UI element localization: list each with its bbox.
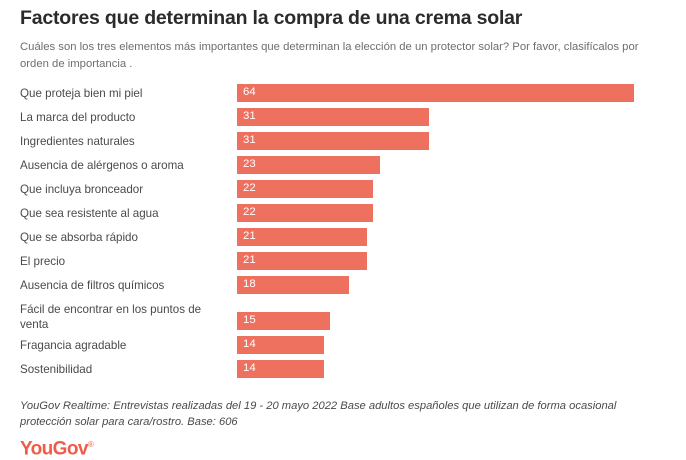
bar-value-label: 14	[243, 338, 256, 351]
source-footnote: YouGov Realtime: Entrevistas realizadas …	[20, 400, 617, 428]
table-row: Fragancia agradable 14	[20, 336, 666, 360]
table-row: Que se absorba rápido 21	[20, 228, 666, 252]
bar-category-label: Ingredientes naturales	[20, 135, 135, 148]
bar-track: 14	[237, 336, 666, 360]
bar-track: 14	[237, 360, 666, 384]
bar-value-label: 31	[243, 110, 256, 123]
table-row: Ausencia de alérgenos o aroma 23	[20, 156, 666, 180]
bar-track: 21	[237, 228, 666, 252]
bar-track: 15	[237, 300, 666, 336]
table-row: Que incluya bronceador 22	[20, 180, 666, 204]
bar: 14	[237, 336, 324, 354]
bar: 21	[237, 228, 368, 246]
bar-category-label: Fácil de encontrar en los puntos de vent…	[20, 303, 202, 331]
bar-category-label: Que incluya bronceador	[20, 183, 144, 196]
bar: 23	[237, 156, 380, 174]
table-row: Sostenibilidad 14	[20, 360, 666, 384]
bar-track: 21	[237, 252, 666, 276]
yougov-logo: YouGov®	[20, 434, 94, 460]
bar-value-label: 22	[243, 182, 256, 195]
bar: 15	[237, 312, 330, 330]
bar-category-label: Sostenibilidad	[20, 363, 93, 376]
bar-track: 18	[237, 276, 666, 300]
table-row: Fácil de encontrar en los puntos de vent…	[20, 300, 666, 336]
bar-value-label: 21	[243, 230, 256, 243]
bar: 21	[237, 252, 368, 270]
bar-track: 23	[237, 156, 666, 180]
bar: 64	[237, 84, 634, 102]
table-row: La marca del producto 31	[20, 108, 666, 132]
table-row: Ingredientes naturales 31	[20, 132, 666, 156]
table-row: Que sea resistente al agua 22	[20, 204, 666, 228]
bar-chart-plot: Que proteja bien mi piel 64 La marca del p…	[20, 84, 666, 386]
bar: 22	[237, 204, 374, 222]
bar-category-label: Ausencia de alérgenos o aroma	[20, 159, 184, 172]
table-row: Que proteja bien mi piel 64	[20, 84, 666, 108]
bar: 18	[237, 276, 349, 294]
bar-track: 22	[237, 204, 666, 228]
page-title: Factores que determinan la compra de una…	[20, 7, 523, 29]
bar-track: 64	[237, 84, 666, 108]
bar-category-label: Que proteja bien mi piel	[20, 87, 143, 100]
bar: 14	[237, 360, 324, 378]
bar-category-label: El precio	[20, 255, 66, 268]
table-row: Ausencia de filtros químicos 18	[20, 276, 666, 300]
bar-track: 31	[237, 108, 666, 132]
bar: 31	[237, 108, 430, 126]
bar-value-label: 23	[243, 158, 256, 171]
bar-category-label: La marca del producto	[20, 111, 136, 124]
bar-value-label: 21	[243, 254, 256, 267]
bar-value-label: 18	[243, 278, 256, 291]
bar: 22	[237, 180, 374, 198]
chart-subtitle: Cuáles son los tres elementos más import…	[20, 41, 639, 70]
yougov-logo-text: YouGov	[20, 438, 88, 460]
bar-value-label: 14	[243, 362, 256, 375]
bar-value-label: 22	[243, 206, 256, 219]
bar-category-label: Fragancia agradable	[20, 339, 127, 352]
table-row: El precio 21	[20, 252, 666, 276]
bar-value-label: 15	[243, 314, 256, 327]
bar-track: 22	[237, 180, 666, 204]
trademark-icon: ®	[87, 440, 94, 449]
bar-track: 31	[237, 132, 666, 156]
bar-value-label: 31	[243, 134, 256, 147]
bar: 31	[237, 132, 430, 150]
bar-category-label: Ausencia de filtros químicos	[20, 279, 165, 292]
bar-category-label: Que sea resistente al agua	[20, 207, 159, 220]
bar-category-label: Que se absorba rápido	[20, 231, 138, 244]
bar-value-label: 64	[243, 86, 256, 99]
